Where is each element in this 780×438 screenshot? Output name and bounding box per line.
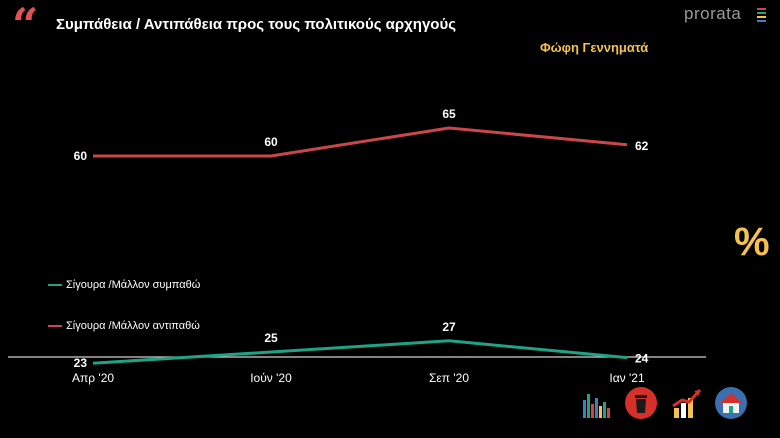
- brand-logo: prorata: [684, 4, 742, 23]
- legend-label-against: Σίγουρα /Μάλλον αντιπαθώ: [66, 320, 200, 332]
- data-label-against: 65: [442, 107, 456, 121]
- series-line-against: [93, 126, 628, 158]
- x-tick-label: Σεπ '20: [429, 371, 469, 385]
- percent-symbol: %: [734, 220, 770, 264]
- legend-item-support: Σίγουρα /Μάλλον συμπαθώ: [48, 279, 200, 291]
- x-tick-label: Ιαν '21: [609, 371, 645, 385]
- data-label-support: 25: [264, 331, 278, 345]
- chart-title: Συμπάθεια / Αντιπάθεια προς τους πολιτικ…: [56, 16, 457, 33]
- data-label-support: 24: [635, 352, 649, 366]
- quote-mark-icon: “: [12, 0, 39, 52]
- chart-subtitle: Φώφη Γεννηματά: [540, 40, 649, 55]
- data-label-support: 23: [74, 356, 88, 370]
- growth-chart-icon[interactable]: [670, 386, 704, 420]
- legend-label-support: Σίγουρα /Μάλλον συμπαθώ: [66, 279, 201, 291]
- data-label-against: 60: [74, 149, 88, 163]
- data-label-against: 62: [635, 139, 649, 153]
- bar-chart-icon[interactable]: [580, 386, 614, 420]
- data-label-against: 60: [264, 135, 278, 149]
- legend-item-against: Σίγουρα /Μάλλον αντιπαθώ: [48, 320, 200, 332]
- x-tick-label: Απρ '20: [72, 371, 114, 385]
- x-tick-label: Ιούν '20: [250, 371, 292, 385]
- data-label-support: 27: [442, 320, 456, 334]
- bottom-icon-row: [580, 386, 760, 430]
- trash-bin-icon[interactable]: [624, 386, 658, 420]
- legend-swatch-against: [48, 325, 62, 328]
- series-line-support: [92, 339, 628, 365]
- legend-swatch-support: [48, 284, 62, 287]
- house-icon[interactable]: [714, 386, 748, 420]
- brand-bars-icon: [757, 8, 766, 24]
